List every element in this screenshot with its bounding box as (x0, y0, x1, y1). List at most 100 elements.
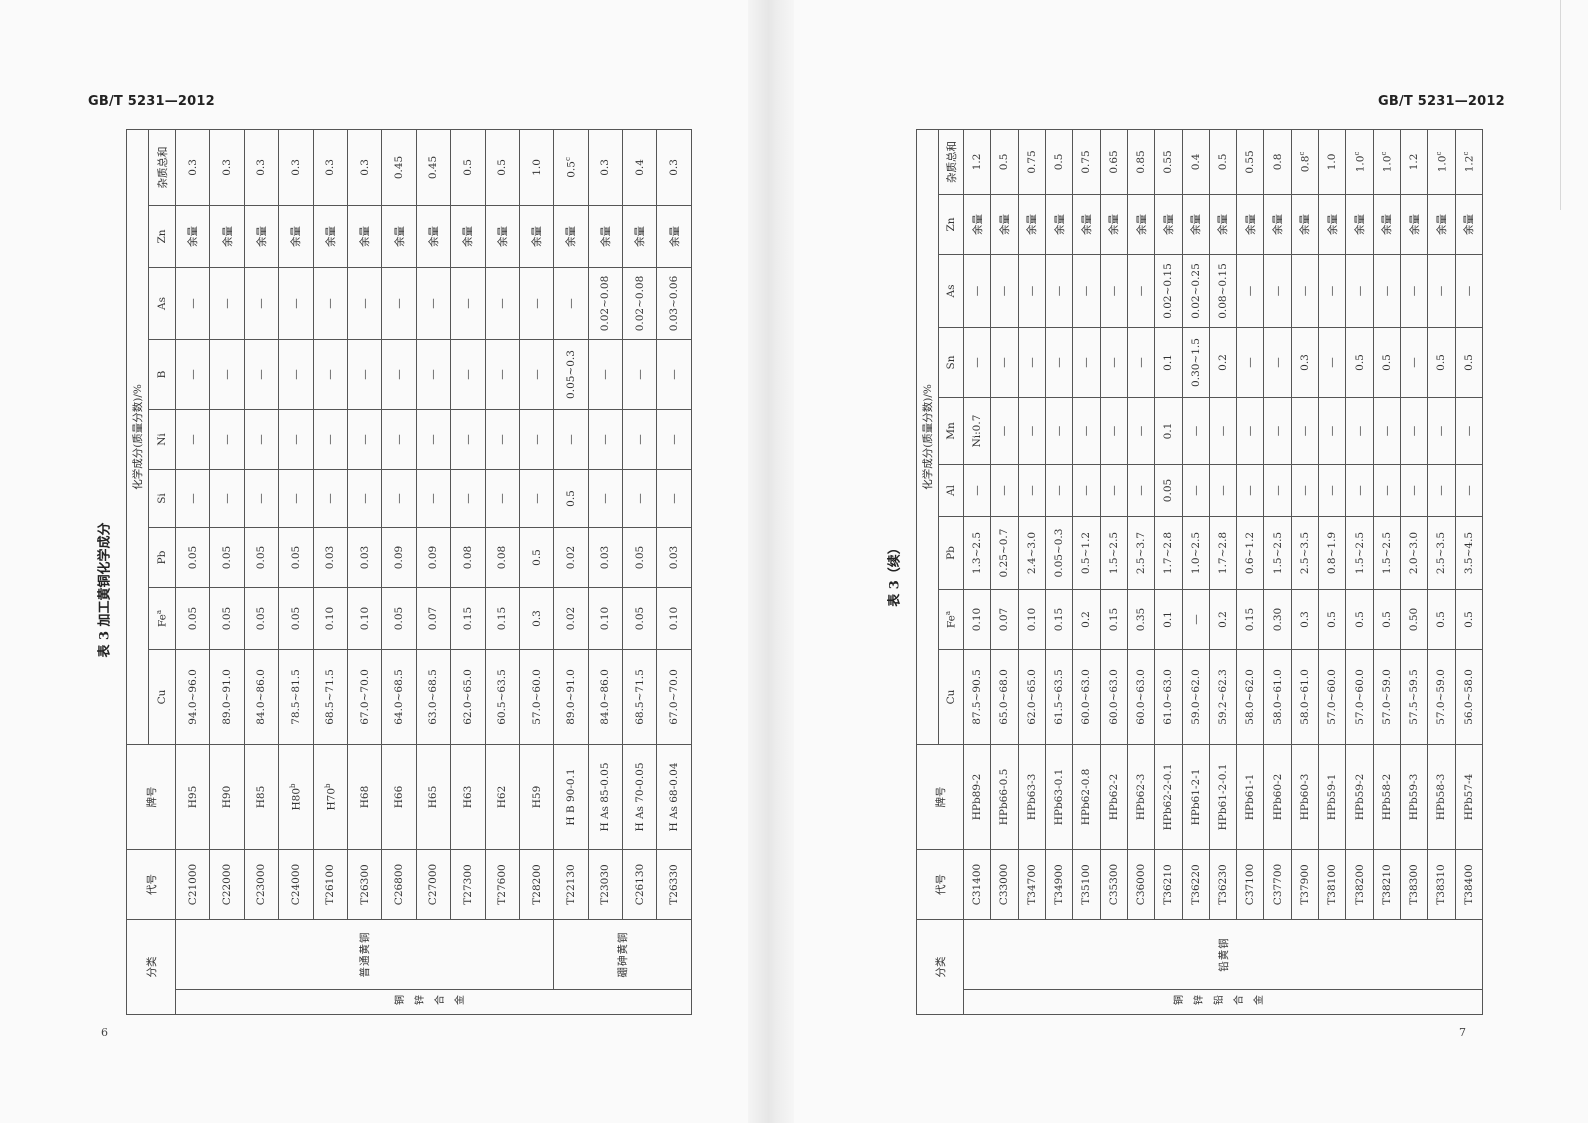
table-cell: 0.09 (416, 527, 451, 588)
table-cell: 1.0c (1373, 129, 1401, 195)
subgroup-label: 硼砷黄铜 (553, 919, 692, 990)
header-cell: Cu (938, 649, 964, 745)
table-cell: 0.05 (278, 527, 314, 588)
header-cell: As (938, 254, 964, 328)
table-cell: 0.3 (519, 587, 554, 650)
table-cell: 56.0~58.0 (1455, 649, 1483, 745)
table-cell: 0.35 (1127, 589, 1155, 650)
table-cell: — (1127, 254, 1155, 328)
table-cell: 余量 (450, 205, 486, 268)
table-cell: 余量 (553, 205, 589, 268)
table-cell: — (1400, 464, 1428, 517)
table-cell: 余量 (1455, 194, 1483, 255)
table-cell: 0.05~0.3 (553, 339, 589, 410)
table-cell: C35300 (1100, 849, 1128, 920)
table-cell: — (1045, 397, 1073, 465)
superscript: b (289, 783, 298, 788)
table-cell: — (1291, 464, 1319, 517)
table-cell: 0.4 (1182, 129, 1210, 195)
table-cell: 0.8~1.9 (1318, 516, 1346, 590)
table-cell: H80b (278, 744, 314, 850)
table-cell: — (519, 267, 554, 340)
data-row: T27600 H62 60.5~63.5 0.15 0.08— — — — 余量 0.5 (485, 129, 520, 1014)
superscript: a (155, 609, 164, 615)
table-cell: 65.0~68.0 (990, 649, 1019, 745)
table-cell: 1.5~2.5 (1345, 516, 1374, 590)
table-cell: 0.5 (485, 129, 520, 206)
table-cell: T38400 (1455, 849, 1483, 920)
table-cell: 94.0~96.0 (175, 649, 210, 745)
table-cell: — (209, 339, 245, 410)
table-cell: C31400 (963, 849, 991, 920)
table-cell: T38100 (1318, 849, 1346, 920)
table-cell: 0.05 (1154, 464, 1182, 517)
table-cell: — (1291, 397, 1319, 465)
data-row: C24000 H80b 78.5~81.5 0.05 0.05— — — — 余量 0.3 (278, 129, 314, 1014)
table-cell: — (1072, 327, 1101, 398)
header-cell: 代号 (916, 849, 964, 920)
table-cell: H As 68-0.04 (656, 744, 692, 850)
header-cell: Sn (938, 327, 964, 398)
table-cell: — (450, 339, 486, 410)
table-cell: — (519, 409, 554, 470)
table-cell: — (990, 327, 1019, 398)
table-cell: T28200 (519, 849, 554, 920)
header-cell: Cu (148, 649, 176, 745)
table-cell: — (1427, 397, 1456, 465)
table-cell: 0.5 (1209, 129, 1237, 195)
data-row: T37900 HPb60-3 58.0~61.0 0.3 2.5~3.5— —0.3— 余量… (1291, 129, 1319, 1014)
table-cell: 0.3 (1291, 589, 1319, 650)
data-row: T27300 H63 62.0~65.0 0.15 0.08— — — — 余量 0.5 (450, 129, 486, 1014)
table-cell: H62 (485, 744, 520, 850)
table-cell: 0.10 (963, 589, 991, 650)
table-cell: 0.45 (416, 129, 451, 206)
data-row: T36230 HPb61-2-0.1 59.2~62.3 0.2 1.7~2.8— —0.… (1209, 129, 1237, 1014)
table-cell: T38200 (1345, 849, 1374, 920)
table-cell: C27000 (416, 849, 451, 920)
table-cell: 0.3 (347, 129, 382, 206)
table-cell: 0.30~1.5 (1182, 327, 1210, 398)
table-cell: — (1373, 397, 1401, 465)
table-cell: 0.05 (209, 587, 245, 650)
table-cell: T38210 (1373, 849, 1401, 920)
table-cell: T36210 (1154, 849, 1182, 920)
table-cell: 0.3 (278, 129, 314, 206)
table-cell: 84.0~86.0 (588, 649, 623, 745)
table-cell: — (416, 469, 451, 528)
table-cell: — (244, 469, 279, 528)
table-cell: 68.5~71.5 (622, 649, 657, 745)
table-cell: — (1400, 254, 1428, 328)
table-cell: — (1318, 254, 1346, 328)
table-cell: 0.45 (381, 129, 417, 206)
table-cell: — (1127, 397, 1155, 465)
group-label: 铜锌铅合金 (963, 989, 1483, 1015)
data-row: T38400 HPb57-4 56.0~58.0 0.5 3.5~4.5— —0.5— 余量… (1455, 129, 1483, 1014)
table-cell: 0.3 (1291, 327, 1319, 398)
cell-text: Fe (945, 615, 958, 629)
table-cell: — (347, 339, 382, 410)
superscript: c (564, 157, 573, 162)
table-cell: — (1318, 464, 1346, 517)
table-cell: — (656, 469, 692, 528)
table-cell: — (278, 339, 314, 410)
table-cell: 1.5~2.5 (1263, 516, 1292, 590)
page-header: GB/T 5231—2012 (88, 94, 215, 109)
table-cell: 0.2 (1209, 327, 1237, 398)
table-cell: — (313, 409, 348, 470)
table-cell: HPb58-2 (1373, 744, 1401, 850)
table-cell: — (1018, 254, 1046, 328)
table-cell: 0.75 (1072, 129, 1101, 195)
table-cell: 0.07 (416, 587, 451, 650)
table-cell: 62.0~65.0 (450, 649, 486, 745)
table-cell: 0.2 (1072, 589, 1101, 650)
table-cell: — (622, 409, 657, 470)
table-cell: 0.5 (1345, 589, 1374, 650)
superscript: b (323, 783, 332, 788)
table-cell: 0.5c (553, 129, 589, 206)
table-cell: 1.0c (1345, 129, 1374, 195)
table-cell: HPb61-2-0.1 (1209, 744, 1237, 850)
table-cell: H68 (347, 744, 382, 850)
table-cell: — (1263, 254, 1292, 328)
table-cell: H59 (519, 744, 554, 850)
table-cell: 0.8 (1263, 129, 1292, 195)
